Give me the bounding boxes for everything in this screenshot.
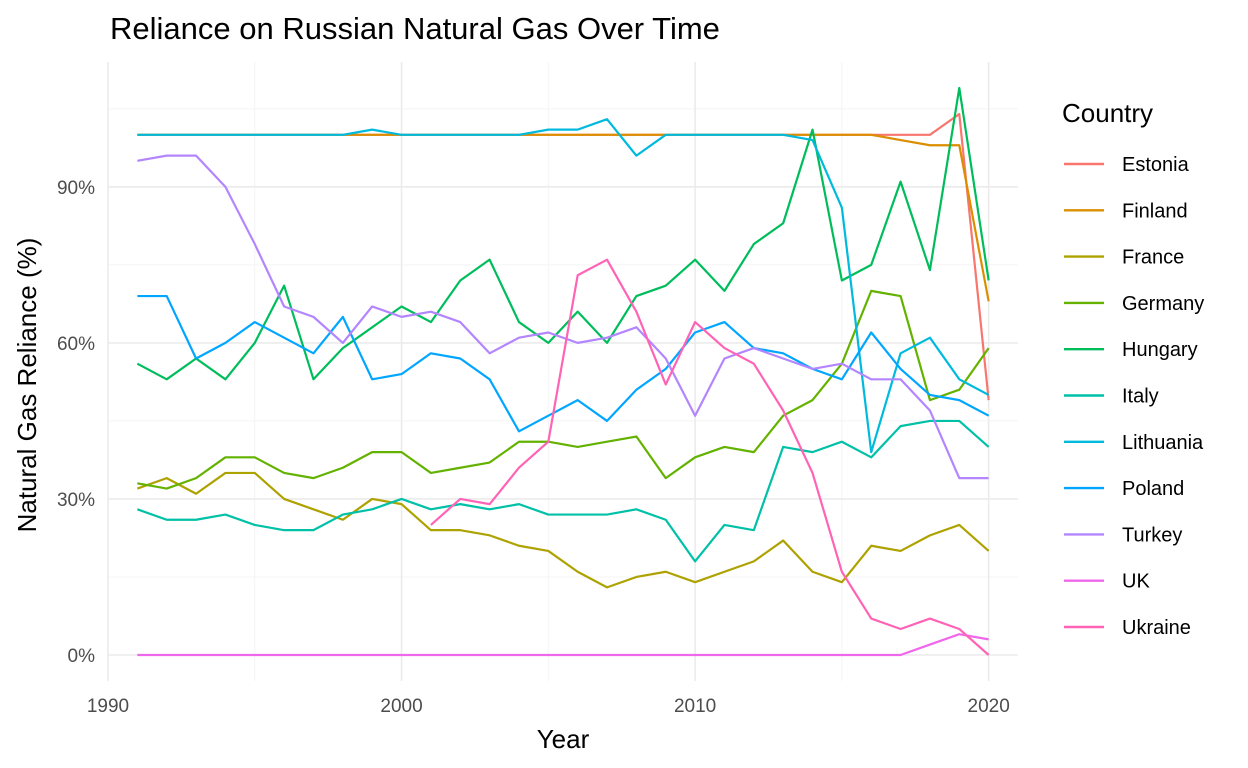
series-line-france	[136, 471, 990, 589]
series-line-germany	[137, 289, 990, 490]
legend-title: Country	[1062, 98, 1153, 128]
series-line-ukraine	[430, 258, 990, 656]
legend-label-estonia: Estonia	[1122, 154, 1190, 176]
x-tick-label: 2000	[380, 696, 422, 717]
legend-label-ukraine: Ukraine	[1122, 617, 1191, 639]
axis-tick-labels: 1990 2000 2010 2020 0% 30% 60% 90%	[57, 178, 1010, 717]
x-tick-label: 1990	[87, 696, 129, 717]
series-line-finland	[137, 133, 990, 302]
chart-title: Reliance on Russian Natural Gas Over Tim…	[110, 11, 720, 46]
legend-label-poland: Poland	[1122, 478, 1184, 500]
y-tick-label: 0%	[68, 646, 96, 667]
legend-label-germany: Germany	[1122, 293, 1204, 315]
y-tick-label: 90%	[57, 178, 95, 199]
y-tick-label: 60%	[57, 334, 95, 355]
y-axis-title: Natural Gas Reliance (%)	[12, 238, 42, 533]
legend-label-turkey: Turkey	[1122, 524, 1182, 546]
x-tick-label: 2020	[968, 696, 1010, 717]
grid-lines	[107, 62, 1018, 681]
x-axis-title: Year	[537, 724, 590, 754]
series-line-hungary	[136, 86, 990, 381]
series-line-uk	[137, 633, 989, 657]
x-tick-label: 2010	[674, 696, 716, 717]
series-line-poland	[137, 294, 990, 433]
y-tick-label: 30%	[57, 490, 95, 511]
legend-label-uk: UK	[1122, 571, 1150, 593]
legend: Country Estonia Finland France Germany Hunga…	[1062, 98, 1204, 639]
series-line-turkey	[137, 154, 989, 480]
series-lines	[136, 86, 990, 657]
legend-label-hungary: Hungary	[1122, 339, 1198, 361]
legend-label-france: France	[1122, 247, 1184, 269]
legend-label-lithuania: Lithuania	[1122, 432, 1204, 454]
legend-label-finland: Finland	[1122, 200, 1188, 222]
series-line-lithuania	[137, 118, 990, 454]
legend-label-italy: Italy	[1122, 386, 1159, 408]
series-line-italy	[136, 419, 990, 563]
